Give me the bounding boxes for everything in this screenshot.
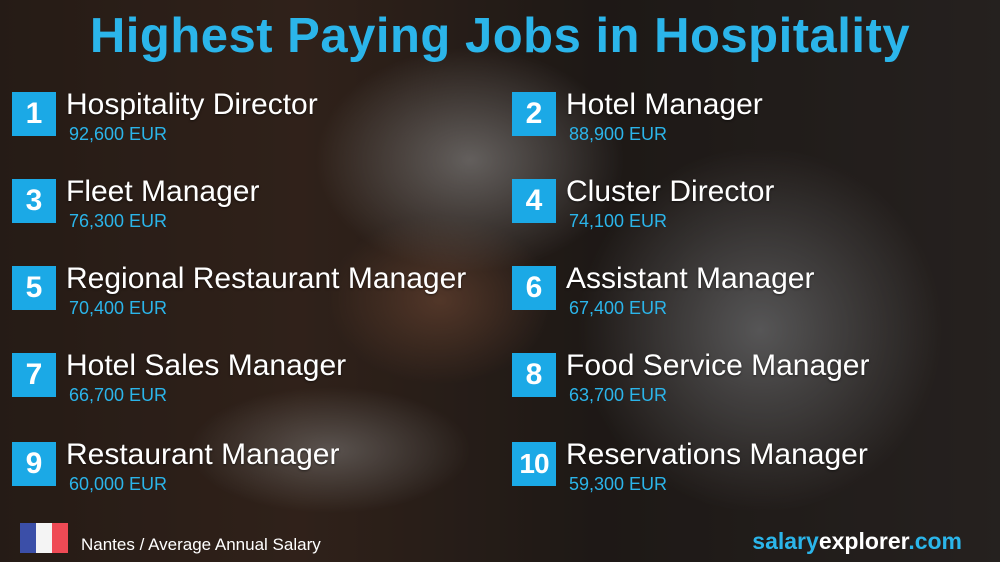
job-title: Restaurant Manager xyxy=(66,438,340,471)
job-salary: 70,400 EUR xyxy=(69,298,168,318)
job-title: Reservations Manager xyxy=(566,438,868,471)
france-flag-icon xyxy=(20,523,68,553)
job-title: Regional Restaurant Manager xyxy=(66,262,467,295)
job-item: 3 Fleet Manager 76,300 EUR xyxy=(12,175,502,245)
job-item: 7 Hotel Sales Manager 66,700 EUR xyxy=(12,349,502,419)
job-title: Food Service Manager xyxy=(566,349,870,382)
rank-badge: 6 xyxy=(512,266,556,310)
job-item: 10 Reservations Manager 59,300 EUR xyxy=(512,438,1000,508)
job-title: Cluster Director xyxy=(566,175,775,208)
job-item: 9 Restaurant Manager 60,000 EUR xyxy=(12,438,502,508)
rank-badge: 8 xyxy=(512,353,556,397)
job-salary: 66,700 EUR xyxy=(69,385,168,405)
job-salary: 63,700 EUR xyxy=(569,385,668,405)
job-title: Hotel Manager xyxy=(566,88,763,121)
rank-badge: 9 xyxy=(12,442,56,486)
location-label: Nantes / Average Annual Salary xyxy=(81,535,321,554)
job-item: 5 Regional Restaurant Manager 70,400 EUR xyxy=(12,262,502,332)
job-item: 1 Hospitality Director 92,600 EUR xyxy=(12,88,502,158)
job-item: 4 Cluster Director 74,100 EUR xyxy=(512,175,1000,245)
job-title: Hotel Sales Manager xyxy=(66,349,347,382)
job-item: 6 Assistant Manager 67,400 EUR xyxy=(512,262,1000,332)
job-salary: 60,000 EUR xyxy=(69,474,168,494)
rank-badge: 5 xyxy=(12,266,56,310)
job-title: Fleet Manager xyxy=(66,175,260,208)
rank-badge: 3 xyxy=(12,179,56,223)
rank-badge: 4 xyxy=(512,179,556,223)
job-title: Assistant Manager xyxy=(566,262,815,295)
rank-badge: 10 xyxy=(512,442,556,486)
rank-badge: 7 xyxy=(12,353,56,397)
job-item: 2 Hotel Manager 88,900 EUR xyxy=(512,88,1000,158)
job-salary: 59,300 EUR xyxy=(569,474,668,494)
job-salary: 92,600 EUR xyxy=(69,124,168,144)
job-salary: 88,900 EUR xyxy=(569,124,668,144)
job-title: Hospitality Director xyxy=(66,88,318,121)
job-item: 8 Food Service Manager 63,700 EUR xyxy=(512,349,1000,419)
page-title: Highest Paying Jobs in Hospitality xyxy=(89,9,911,63)
brand-logo: salaryexplorer.com xyxy=(752,528,962,554)
job-salary: 74,100 EUR xyxy=(569,211,668,231)
job-salary: 76,300 EUR xyxy=(69,211,168,231)
rank-badge: 1 xyxy=(12,92,56,136)
job-salary: 67,400 EUR xyxy=(569,298,668,318)
rank-badge: 2 xyxy=(512,92,556,136)
